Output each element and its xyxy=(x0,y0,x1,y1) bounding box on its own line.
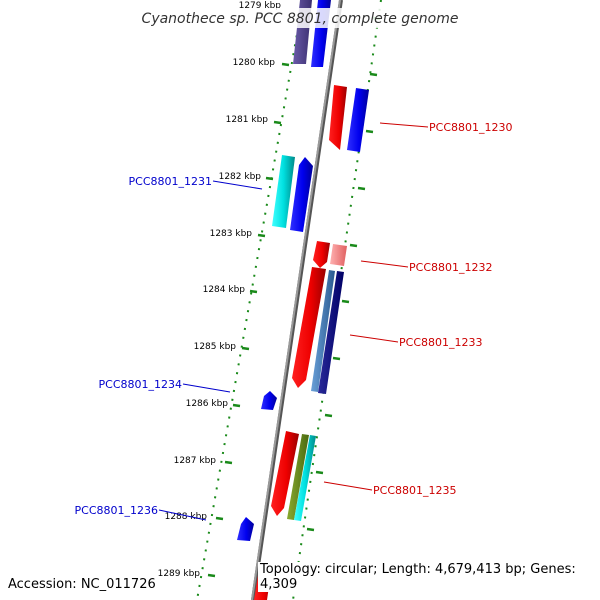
map-title: Cyanothece sp. PCC 8801, complete genome xyxy=(142,11,459,27)
tick-label: 1281 kbp xyxy=(226,115,269,125)
gene-feature[interactable] xyxy=(313,241,330,268)
tick-label: 1289 kbp xyxy=(158,569,201,579)
genome-summary-text: Topology: circular; Length: 4,679,413 bp… xyxy=(258,562,600,592)
forward-strand-genes xyxy=(237,0,331,541)
gene-feature[interactable] xyxy=(292,267,326,388)
gene-label[interactable]: PCC8801_1236 xyxy=(75,504,158,517)
gene-label[interactable]: PCC8801_1234 xyxy=(99,378,182,391)
gene-label[interactable]: PCC8801_1232 xyxy=(409,261,492,274)
gene-label[interactable]: PCC8801_1233 xyxy=(399,336,482,349)
tick-label: 1283 kbp xyxy=(210,229,253,239)
tick-label: 1285 kbp xyxy=(194,342,237,352)
gene-feature[interactable] xyxy=(272,155,295,228)
gene-feature[interactable] xyxy=(261,391,277,410)
title-backdrop xyxy=(144,8,456,28)
gene-feature[interactable] xyxy=(290,157,313,232)
gene-feature[interactable] xyxy=(347,88,369,152)
gene-feature[interactable] xyxy=(294,435,316,521)
tick-labels: 1279 kbp 1280 kbp 1281 kbp 1282 kbp 1283… xyxy=(158,1,282,579)
gene-label[interactable]: PCC8801_1231 xyxy=(129,175,212,188)
gene-feature[interactable] xyxy=(311,270,335,392)
gene-label[interactable]: PCC8801_1235 xyxy=(373,484,456,497)
tick-label: 1280 kbp xyxy=(233,58,276,68)
gene-feature[interactable] xyxy=(318,271,344,394)
tick-label: 1279 kbp xyxy=(239,1,282,11)
gene-labels: PCC8801_1230 PCC8801_1231 PCC8801_1232 P… xyxy=(75,121,513,517)
forward-strand-guide xyxy=(196,0,304,600)
gene-feature[interactable] xyxy=(271,431,299,516)
tick-label: 1287 kbp xyxy=(174,456,217,466)
gene-label[interactable]: PCC8801_1230 xyxy=(429,121,512,134)
accession-text: Accession: NC_011726 xyxy=(6,577,158,592)
gene-feature[interactable] xyxy=(330,244,347,266)
reverse-strand-guide xyxy=(292,0,382,600)
gene-feature[interactable] xyxy=(329,85,347,150)
tick-label: 1284 kbp xyxy=(203,285,246,295)
tick-label: 1288 kbp xyxy=(165,512,208,522)
genome-backbone xyxy=(251,0,341,600)
gene-feature[interactable] xyxy=(287,434,309,520)
gene-label-leaders xyxy=(158,122,429,521)
gene-feature[interactable] xyxy=(237,517,254,541)
reverse-strand-genes xyxy=(254,85,369,600)
tick-label: 1286 kbp xyxy=(186,399,229,409)
tick-label: 1282 kbp xyxy=(219,172,262,182)
